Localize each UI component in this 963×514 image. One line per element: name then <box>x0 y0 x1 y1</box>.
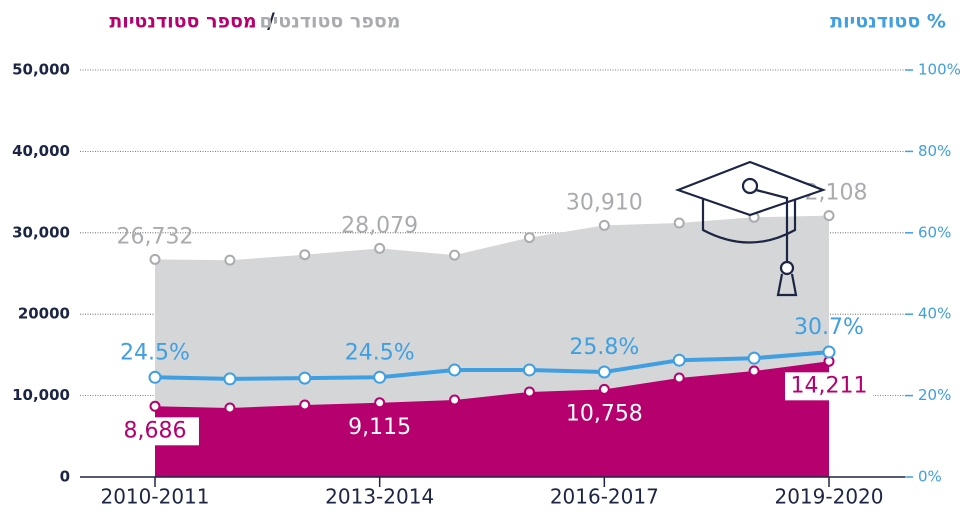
point <box>449 394 461 406</box>
y-tick-label: 20000 <box>18 305 70 323</box>
point <box>149 253 161 265</box>
point <box>448 363 462 377</box>
point <box>299 249 311 261</box>
y-tick-label: 30,000 <box>12 223 70 241</box>
value-label: 28,079 <box>341 213 418 238</box>
point <box>374 397 386 409</box>
point <box>598 383 610 395</box>
point <box>823 210 835 222</box>
plot: 0 10,000 20000 30,000 40,000 50,000 0% 20% 40% 60… <box>12 61 961 509</box>
point <box>522 363 536 377</box>
point <box>373 370 387 384</box>
title-separator: / <box>267 9 275 33</box>
point <box>224 254 236 266</box>
y2-axis-title: % סטודנטיות <box>830 11 946 33</box>
x-tick-label: 2013-2014 <box>325 485 434 509</box>
point <box>748 365 760 377</box>
point <box>672 353 686 367</box>
point <box>597 365 611 379</box>
title-female: מספר סטודנטיות <box>109 11 256 33</box>
point <box>747 351 761 365</box>
point <box>298 371 312 385</box>
y2-tick-label: 100% <box>918 61 961 79</box>
value-label: 9,115 <box>348 415 411 440</box>
y2-tick-label: 0% <box>918 468 942 486</box>
value-label: 30,910 <box>566 190 643 215</box>
point <box>148 370 162 384</box>
point <box>224 402 236 414</box>
value-label: 26,732 <box>117 224 194 249</box>
point <box>598 219 610 231</box>
y2-tick-label: 40% <box>918 305 951 323</box>
y-tick-label: 50,000 <box>12 61 70 79</box>
point <box>673 217 685 229</box>
value-label: 10,758 <box>566 401 643 426</box>
value-label: 8,686 <box>124 418 187 443</box>
x-tick-label: 2016-2017 <box>550 485 659 509</box>
x-tick-label: 2010-2011 <box>100 485 209 509</box>
value-label: 24.5% <box>120 340 190 365</box>
point <box>449 249 461 261</box>
value-label: 14,211 <box>791 373 868 398</box>
point <box>374 242 386 254</box>
label-box <box>785 372 873 401</box>
point <box>822 345 836 359</box>
point <box>523 232 535 244</box>
value-label: 25.8% <box>569 335 639 360</box>
point <box>673 372 685 384</box>
area <box>155 361 829 477</box>
y2-tick-label: 20% <box>918 386 951 404</box>
point <box>223 372 237 386</box>
line <box>154 350 830 381</box>
point <box>523 386 535 398</box>
label-box <box>111 417 199 446</box>
x-tick-label: 2019-2020 <box>774 485 883 509</box>
title-total: מספר סטודנטים <box>259 11 400 33</box>
y-tick-label: 40,000 <box>12 142 70 160</box>
y-tick-label: 10,000 <box>12 386 70 404</box>
point <box>149 400 161 412</box>
y2-tick-label: 80% <box>918 142 951 160</box>
y2-tick-label: 60% <box>918 223 951 241</box>
graduation-cap <box>674 160 827 297</box>
point <box>299 399 311 411</box>
value-label: 30.7% <box>794 315 864 340</box>
value-label: 24.5% <box>345 340 415 365</box>
y-tick-label: 0 <box>60 468 70 486</box>
